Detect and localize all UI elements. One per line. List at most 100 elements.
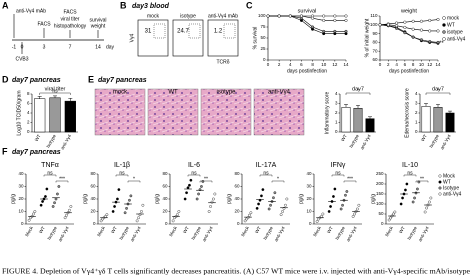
x-tick-label: WT [326, 225, 334, 234]
gate-percent: 31 [145, 29, 152, 35]
point [315, 220, 319, 223]
point [329, 205, 332, 208]
y-tick-label: 0 [415, 129, 418, 134]
x-axis-label: days postinfection [389, 68, 429, 74]
point [413, 196, 416, 200]
sig-label: ns [407, 170, 413, 176]
point [341, 203, 344, 207]
sig-bracket [39, 92, 71, 95]
x-axis-label: days postinfection [287, 68, 327, 74]
point [116, 197, 119, 201]
x-tick-label: 0 [267, 62, 270, 67]
gate-percent: 24.7 [177, 29, 189, 35]
point [57, 185, 61, 188]
point [105, 213, 109, 217]
point [209, 205, 212, 208]
y-tick-label: 4 [335, 91, 338, 96]
x-tick-label: anti-Vγ4 [439, 133, 452, 150]
point [403, 31, 407, 35]
point [248, 213, 251, 217]
x-tick-label: 12 [427, 62, 433, 67]
point [322, 18, 326, 22]
event-label: survival [90, 17, 107, 23]
point [404, 188, 407, 192]
virus-label: CVB3 [15, 56, 28, 62]
sig-bracket [115, 174, 129, 177]
event-label: weight [91, 23, 106, 29]
y-tick-label: 0 [381, 221, 384, 226]
point [53, 201, 56, 205]
image-label: mock [113, 90, 128, 96]
sig-label: * [133, 176, 135, 182]
y-tick-label: 20 [234, 209, 240, 214]
timeline: anti-Vγ4 mAb FACS FACS viral titer histo… [12, 8, 115, 62]
point [389, 216, 392, 220]
image-label: WT [168, 90, 178, 96]
panel-title: day3 blood [132, 3, 170, 10]
x-tick-label: anti-Vγ4 [57, 225, 70, 242]
sig-label: ns [335, 170, 341, 176]
point [183, 197, 187, 201]
x-tick-label: 6 [404, 62, 407, 67]
point [113, 205, 116, 208]
y-tick-label: 10 [18, 209, 24, 214]
event-label: FACS [37, 21, 51, 27]
y-tick-label: 75 [260, 24, 266, 29]
x-tick-label: anti-Vγ4 [359, 133, 372, 150]
y-axis-label: Log10 TCID50/gram [16, 90, 22, 135]
day-label: -1 [12, 44, 17, 50]
x-tick-label: 4 [289, 62, 292, 67]
point [311, 25, 315, 29]
bar [341, 107, 351, 133]
y-tick-label: 250 [376, 171, 384, 176]
day-label: 7 [69, 44, 72, 50]
point [436, 40, 440, 44]
point [411, 200, 415, 204]
y-axis-label: pg/g [298, 194, 304, 204]
sig-bracket [425, 92, 451, 95]
point [261, 188, 265, 192]
sig-label: ** [204, 176, 208, 182]
chart-title: IL-10 [402, 162, 418, 169]
point [56, 192, 59, 196]
point [197, 192, 200, 196]
legend-label: isotype [447, 29, 463, 35]
x-tick-label: 2 [278, 62, 281, 67]
sig-bracket [271, 180, 285, 183]
y-tick-label: 40 [306, 171, 312, 176]
sig-label: * [357, 88, 359, 94]
point [419, 19, 423, 23]
panel-title: day7 pancreas [12, 149, 61, 156]
sig-label: ns [52, 88, 58, 94]
legend-label: WT [443, 179, 451, 185]
y-tick-label: 30 [18, 184, 24, 189]
point [63, 216, 67, 220]
legend-label: mock [447, 15, 459, 21]
y-tick-label: 150 [376, 191, 384, 196]
point [188, 183, 191, 187]
y-tick-label: 100 [258, 13, 266, 18]
sig-bracket [43, 174, 57, 177]
point [137, 216, 140, 220]
y-tick-label: 20 [306, 196, 312, 201]
legend-marker [442, 37, 446, 41]
point [279, 213, 283, 217]
point [186, 186, 190, 190]
y-tick-label: 0 [165, 221, 168, 226]
y-tick-label: 60 [234, 184, 240, 189]
point [428, 200, 431, 204]
y-tick-label: 110 [370, 13, 378, 18]
chart-title: day7 [432, 86, 444, 92]
sig-bracket [415, 180, 429, 183]
point [135, 219, 139, 223]
y-tick-label: 3 [335, 101, 338, 106]
y-tick-label: 0 [309, 221, 312, 226]
y-tick-label: 100 [370, 22, 378, 27]
point [207, 210, 211, 213]
y-tick-label: 20 [162, 209, 168, 214]
event-label: histopathology [54, 23, 87, 29]
point [185, 191, 188, 195]
sig-label: ns [191, 170, 197, 176]
point [99, 219, 103, 223]
y-tick-label: 0 [335, 129, 338, 134]
